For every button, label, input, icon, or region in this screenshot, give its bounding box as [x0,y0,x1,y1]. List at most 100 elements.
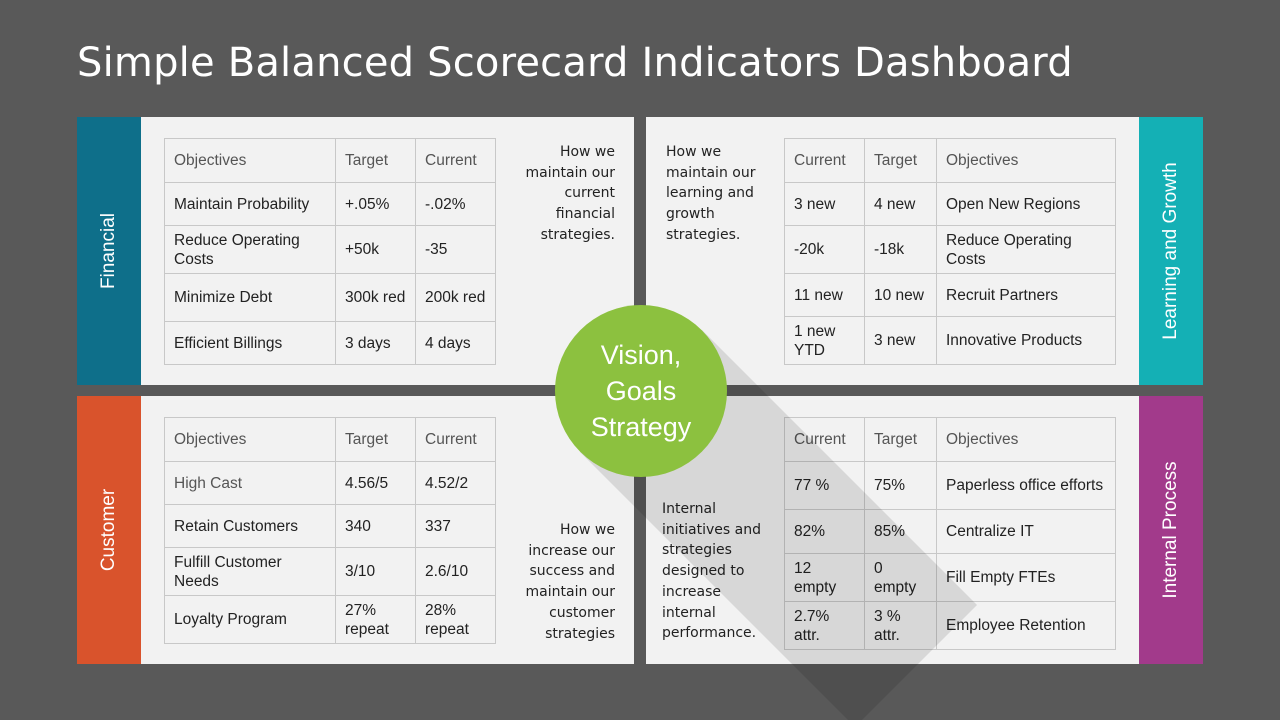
target-cell: 3 new [864,316,937,365]
internal-panel: Internal Process Internal initiatives an… [646,396,1203,664]
current-cell: 3 new [784,182,865,226]
target-cell: +.05% [335,182,416,226]
learning-label: Learning and Growth [1160,162,1181,340]
header-cell: Current [784,417,865,462]
header-cell: Target [864,417,937,462]
header-cell: Target [335,138,416,183]
objective-cell: Recruit Partners [936,273,1116,317]
table-row: High Cast 4.56/5 4.52/2 [164,461,496,505]
current-cell: 200k red [415,273,496,322]
table-row: 11 new 10 new Recruit Partners [784,273,1116,317]
internal-band: Internal Process [1139,396,1203,664]
objective-cell: Retain Customers [164,504,336,548]
current-cell: 11 new [784,273,865,317]
header-cell: Target [864,138,937,183]
current-cell: 77 % [784,461,865,510]
page-title: Simple Balanced Scorecard Indicators Das… [77,40,1073,86]
objective-cell: Centralize IT [936,509,1116,554]
current-cell: 28% repeat [415,595,496,644]
target-cell: 4.56/5 [335,461,416,505]
header-cell: Current [415,417,496,462]
table-row: Loyalty Program 27% repeat 28% repeat [164,595,496,644]
current-cell: 12 empty [784,553,865,602]
target-cell: 85% [864,509,937,554]
objective-cell: Fulfill Customer Needs [164,547,336,596]
learning-table: Current Target Objectives 3 new 4 new Op… [784,138,1116,365]
current-cell: 337 [415,504,496,548]
financial-table: Objectives Target Current Maintain Proba… [164,138,496,365]
table-row: 77 % 75% Paperless office efforts [784,461,1116,510]
internal-description: Internal initiatives and strategies desi… [662,501,761,642]
table-header-row: Objectives Target Current [164,138,496,183]
objective-cell: Minimize Debt [164,273,336,322]
current-cell: 4 days [415,321,496,365]
vision-line: Vision, [600,340,682,370]
table-row: -20k -18k Reduce Operating Costs [784,225,1116,274]
customer-panel: Customer Objectives Target Current High … [77,396,634,664]
target-cell: 27% repeat [335,595,416,644]
target-cell: 3/10 [335,547,416,596]
objective-cell: Reduce Operating Costs [164,225,336,274]
financial-label: Financial [98,212,119,290]
target-cell: 3 % attr. [864,601,937,650]
current-cell: -35 [415,225,496,274]
table-row: 82% 85% Centralize IT [784,509,1116,554]
table-row: 3 new 4 new Open New Regions [784,182,1116,226]
learning-panel: Learning and Growth How we maintain our … [646,117,1203,385]
table-row: Efficient Billings 3 days 4 days [164,321,496,365]
current-cell: 82% [784,509,865,554]
table-header-row: Current Target Objectives [784,138,1116,183]
table-row: 1 new YTD 3 new Innovative Products [784,316,1116,365]
objective-cell: Paperless office efforts [936,461,1116,510]
target-cell: 300k red [335,273,416,322]
internal-table: Current Target Objectives 77 % 75% Paper… [784,417,1116,650]
table-row: Minimize Debt 300k red 200k red [164,273,496,322]
financial-description: How we maintain our current financial st… [525,144,615,243]
learning-description: How we maintain our learning and growth … [666,144,756,243]
current-cell: 2.6/10 [415,547,496,596]
current-cell: 4.52/2 [415,461,496,505]
objective-cell: Efficient Billings [164,321,336,365]
customer-table: Objectives Target Current High Cast 4.56… [164,417,496,644]
table-row: Reduce Operating Costs +50k -35 [164,225,496,274]
header-cell: Objectives [936,138,1116,183]
objective-cell: Open New Regions [936,182,1116,226]
target-cell: 4 new [864,182,937,226]
header-cell: Objectives [164,417,336,462]
learning-band: Learning and Growth [1139,117,1203,385]
table-header-row: Objectives Target Current [164,417,496,462]
table-row: 12 empty 0 empty Fill Empty FTEs [784,553,1116,602]
header-cell: Objectives [936,417,1116,462]
objective-cell: High Cast [164,461,336,505]
goals-line: Goals [605,376,677,406]
current-cell: -.02% [415,182,496,226]
target-cell: -18k [864,225,937,274]
financial-panel: Financial Objectives Target Current Main… [77,117,634,385]
target-cell: 10 new [864,273,937,317]
current-cell: 1 new YTD [784,316,865,365]
table-header-row: Current Target Objectives [784,417,1116,462]
customer-description: How we increase our success and maintain… [525,522,615,642]
table-row: Fulfill Customer Needs 3/10 2.6/10 [164,547,496,596]
target-cell: +50k [335,225,416,274]
header-cell: Objectives [164,138,336,183]
objective-cell: Fill Empty FTEs [936,553,1116,602]
target-cell: 75% [864,461,937,510]
objective-cell: Loyalty Program [164,595,336,644]
objective-cell: Reduce Operating Costs [936,225,1116,274]
current-cell: 2.7% attr. [784,601,865,650]
header-cell: Current [784,138,865,183]
internal-label: Internal Process [1160,461,1181,599]
objective-cell: Innovative Products [936,316,1116,365]
header-cell: Current [415,138,496,183]
table-row: 2.7% attr. 3 % attr. Employee Retention [784,601,1116,650]
table-row: Retain Customers 340 337 [164,504,496,548]
target-cell: 0 empty [864,553,937,602]
customer-band: Customer [77,396,141,664]
financial-band: Financial [77,117,141,385]
target-cell: 340 [335,504,416,548]
target-cell: 3 days [335,321,416,365]
strategy-line: Strategy [590,412,692,442]
header-cell: Target [335,417,416,462]
vision-circle: Vision, Goals Strategy [555,305,727,477]
